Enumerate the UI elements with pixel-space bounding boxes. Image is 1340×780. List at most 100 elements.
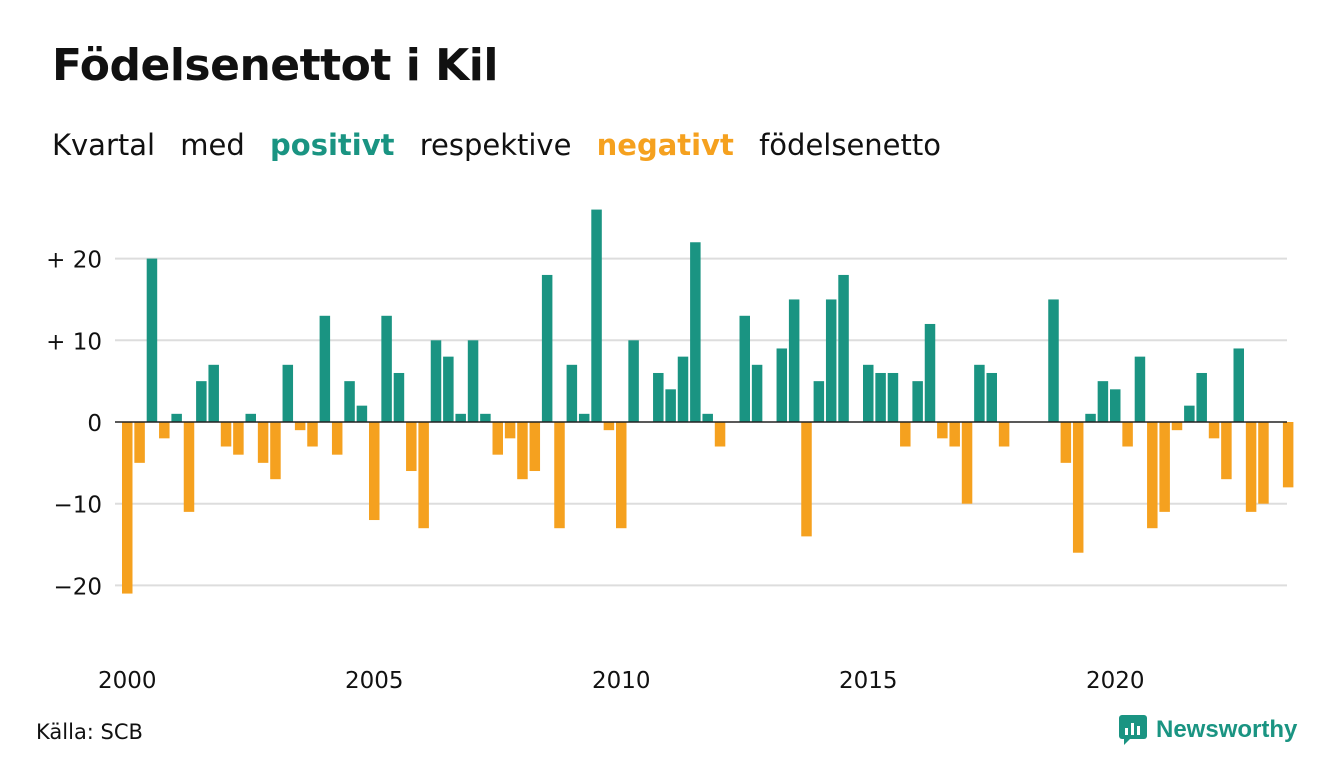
bar [257, 422, 269, 463]
bar [875, 372, 886, 422]
bar [937, 422, 948, 439]
bar [961, 422, 973, 504]
bar [1097, 381, 1109, 422]
bar [159, 422, 170, 439]
bar [319, 315, 331, 422]
x-tick-label: 2005 [345, 668, 404, 694]
bar [270, 422, 281, 480]
brand-logo: Newsworthy [1118, 714, 1297, 746]
y-tick-label: 0 [87, 411, 102, 437]
bar [356, 405, 368, 422]
bar [393, 372, 405, 422]
bar [714, 422, 726, 447]
bar [1134, 356, 1146, 422]
bar [220, 422, 232, 447]
bar [863, 364, 874, 422]
bar [1208, 422, 1220, 439]
subtitle-word: födelsenetto [759, 128, 941, 162]
bar [294, 422, 306, 431]
bar [369, 422, 380, 521]
bar [331, 422, 343, 455]
bar [751, 364, 763, 422]
bar [122, 422, 133, 594]
bar [344, 381, 355, 422]
bar [578, 413, 590, 422]
bar [591, 209, 602, 422]
bar [406, 422, 417, 472]
bar [1221, 422, 1232, 480]
bar [1122, 422, 1133, 447]
y-tick-label: −20 [53, 574, 102, 600]
x-tick-label: 2010 [592, 668, 651, 694]
bar [381, 315, 392, 422]
bar [183, 422, 195, 512]
bar [838, 274, 849, 422]
bar [949, 422, 960, 447]
bar [1048, 299, 1059, 422]
bar [504, 422, 516, 439]
bar [208, 364, 219, 422]
bar [616, 422, 627, 529]
bar [900, 422, 911, 447]
bar [603, 422, 615, 431]
bar [677, 356, 689, 422]
bar [480, 413, 491, 422]
bar [912, 381, 923, 422]
subtitle-word: Kvartal [52, 128, 156, 162]
bar [776, 348, 788, 422]
bar [1282, 422, 1294, 488]
bar [1184, 405, 1195, 422]
bar [739, 315, 750, 422]
x-tick-label: 2015 [839, 668, 898, 694]
y-tick-label: + 10 [46, 329, 102, 355]
bar [924, 323, 936, 422]
bar [998, 422, 1010, 447]
y-tick-label: + 20 [46, 248, 102, 274]
bar [418, 422, 429, 529]
bar [1072, 422, 1084, 553]
bar [801, 422, 812, 537]
bar [1147, 422, 1158, 529]
x-tick-label: 2000 [98, 668, 157, 694]
bar [986, 372, 997, 422]
legend-negative: negativt [596, 128, 734, 162]
bar [455, 413, 466, 422]
bar [467, 340, 479, 422]
legend-positive: positivt [270, 128, 395, 162]
bar [554, 422, 565, 529]
subtitle-word: respektive [419, 128, 572, 162]
bar [1159, 422, 1170, 512]
bar [492, 422, 503, 455]
bar [1196, 372, 1207, 422]
bar [245, 413, 256, 422]
bar [653, 372, 664, 422]
bar [566, 364, 578, 422]
bar [307, 422, 318, 447]
bar [788, 299, 800, 422]
subtitle-word: med [180, 128, 245, 162]
bar [887, 372, 899, 422]
bar [1085, 413, 1096, 422]
bar [974, 364, 985, 422]
newsworthy-logo-icon [1119, 715, 1147, 745]
bar [1171, 422, 1183, 431]
bar [1233, 348, 1244, 422]
bar [196, 381, 207, 422]
bar [1245, 422, 1257, 512]
bar [702, 413, 713, 422]
bar [146, 258, 158, 422]
bar [529, 422, 541, 472]
bar [541, 274, 553, 422]
bar [171, 413, 182, 422]
bar [282, 364, 294, 422]
chart-title: Födelsenettot i Kil [52, 40, 498, 91]
bar [628, 340, 639, 422]
bar [1110, 389, 1121, 422]
bar [690, 242, 701, 422]
bar [665, 389, 676, 422]
y-tick-label: −10 [53, 493, 102, 519]
brand-name: Newsworthy [1156, 716, 1298, 743]
source-note: Källa: SCB [36, 720, 143, 744]
bar [430, 340, 442, 422]
